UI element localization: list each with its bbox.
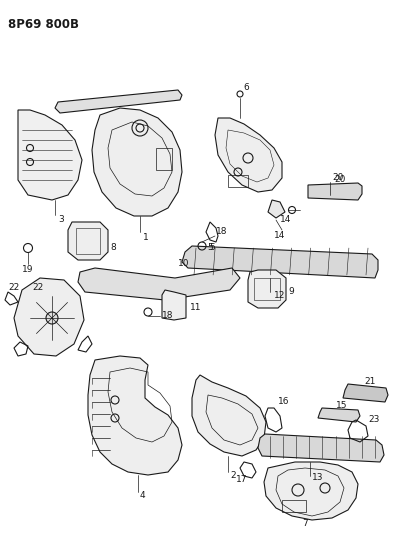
Polygon shape	[68, 222, 108, 260]
Polygon shape	[248, 270, 286, 308]
Text: 21: 21	[364, 377, 376, 386]
Text: 10: 10	[178, 259, 190, 268]
Polygon shape	[258, 434, 384, 462]
Text: 18: 18	[216, 228, 227, 237]
Text: 15: 15	[336, 401, 348, 410]
Text: 17: 17	[236, 475, 248, 484]
Text: 16: 16	[278, 398, 290, 407]
Bar	[282, 500, 306, 512]
Text: 3: 3	[58, 215, 64, 224]
Polygon shape	[308, 183, 362, 200]
Text: 6: 6	[243, 84, 249, 93]
Polygon shape	[162, 290, 186, 320]
Circle shape	[46, 312, 58, 324]
Polygon shape	[92, 108, 182, 216]
Polygon shape	[264, 462, 358, 520]
Text: 14: 14	[274, 230, 286, 239]
Text: 4: 4	[140, 491, 146, 500]
Text: 22: 22	[8, 284, 19, 293]
Text: 22: 22	[32, 284, 43, 293]
Polygon shape	[182, 246, 378, 278]
Bar	[228, 175, 248, 187]
Text: 14: 14	[280, 215, 292, 224]
Polygon shape	[268, 200, 285, 218]
Text: 20: 20	[332, 173, 344, 182]
Polygon shape	[318, 408, 360, 422]
Polygon shape	[78, 268, 240, 300]
Polygon shape	[192, 375, 266, 456]
Text: 1: 1	[143, 233, 149, 243]
Text: 8P69 800B: 8P69 800B	[8, 18, 79, 31]
Polygon shape	[18, 110, 82, 200]
Text: 23: 23	[368, 416, 379, 424]
Text: 11: 11	[190, 303, 201, 312]
Text: 19: 19	[22, 265, 34, 274]
Text: 12: 12	[274, 290, 285, 300]
Bar	[156, 148, 172, 170]
Polygon shape	[55, 90, 182, 113]
Polygon shape	[88, 356, 182, 475]
Text: 2: 2	[230, 472, 236, 481]
Text: 20: 20	[335, 175, 346, 184]
Polygon shape	[14, 278, 84, 356]
Text: 18: 18	[162, 311, 173, 320]
Text: 5: 5	[209, 244, 215, 253]
Text: 9: 9	[288, 287, 294, 296]
Text: 5: 5	[207, 244, 213, 253]
Text: 13: 13	[312, 473, 323, 482]
Text: 8: 8	[110, 244, 116, 253]
Polygon shape	[215, 118, 282, 192]
Text: 7: 7	[302, 520, 308, 529]
Polygon shape	[343, 384, 388, 402]
